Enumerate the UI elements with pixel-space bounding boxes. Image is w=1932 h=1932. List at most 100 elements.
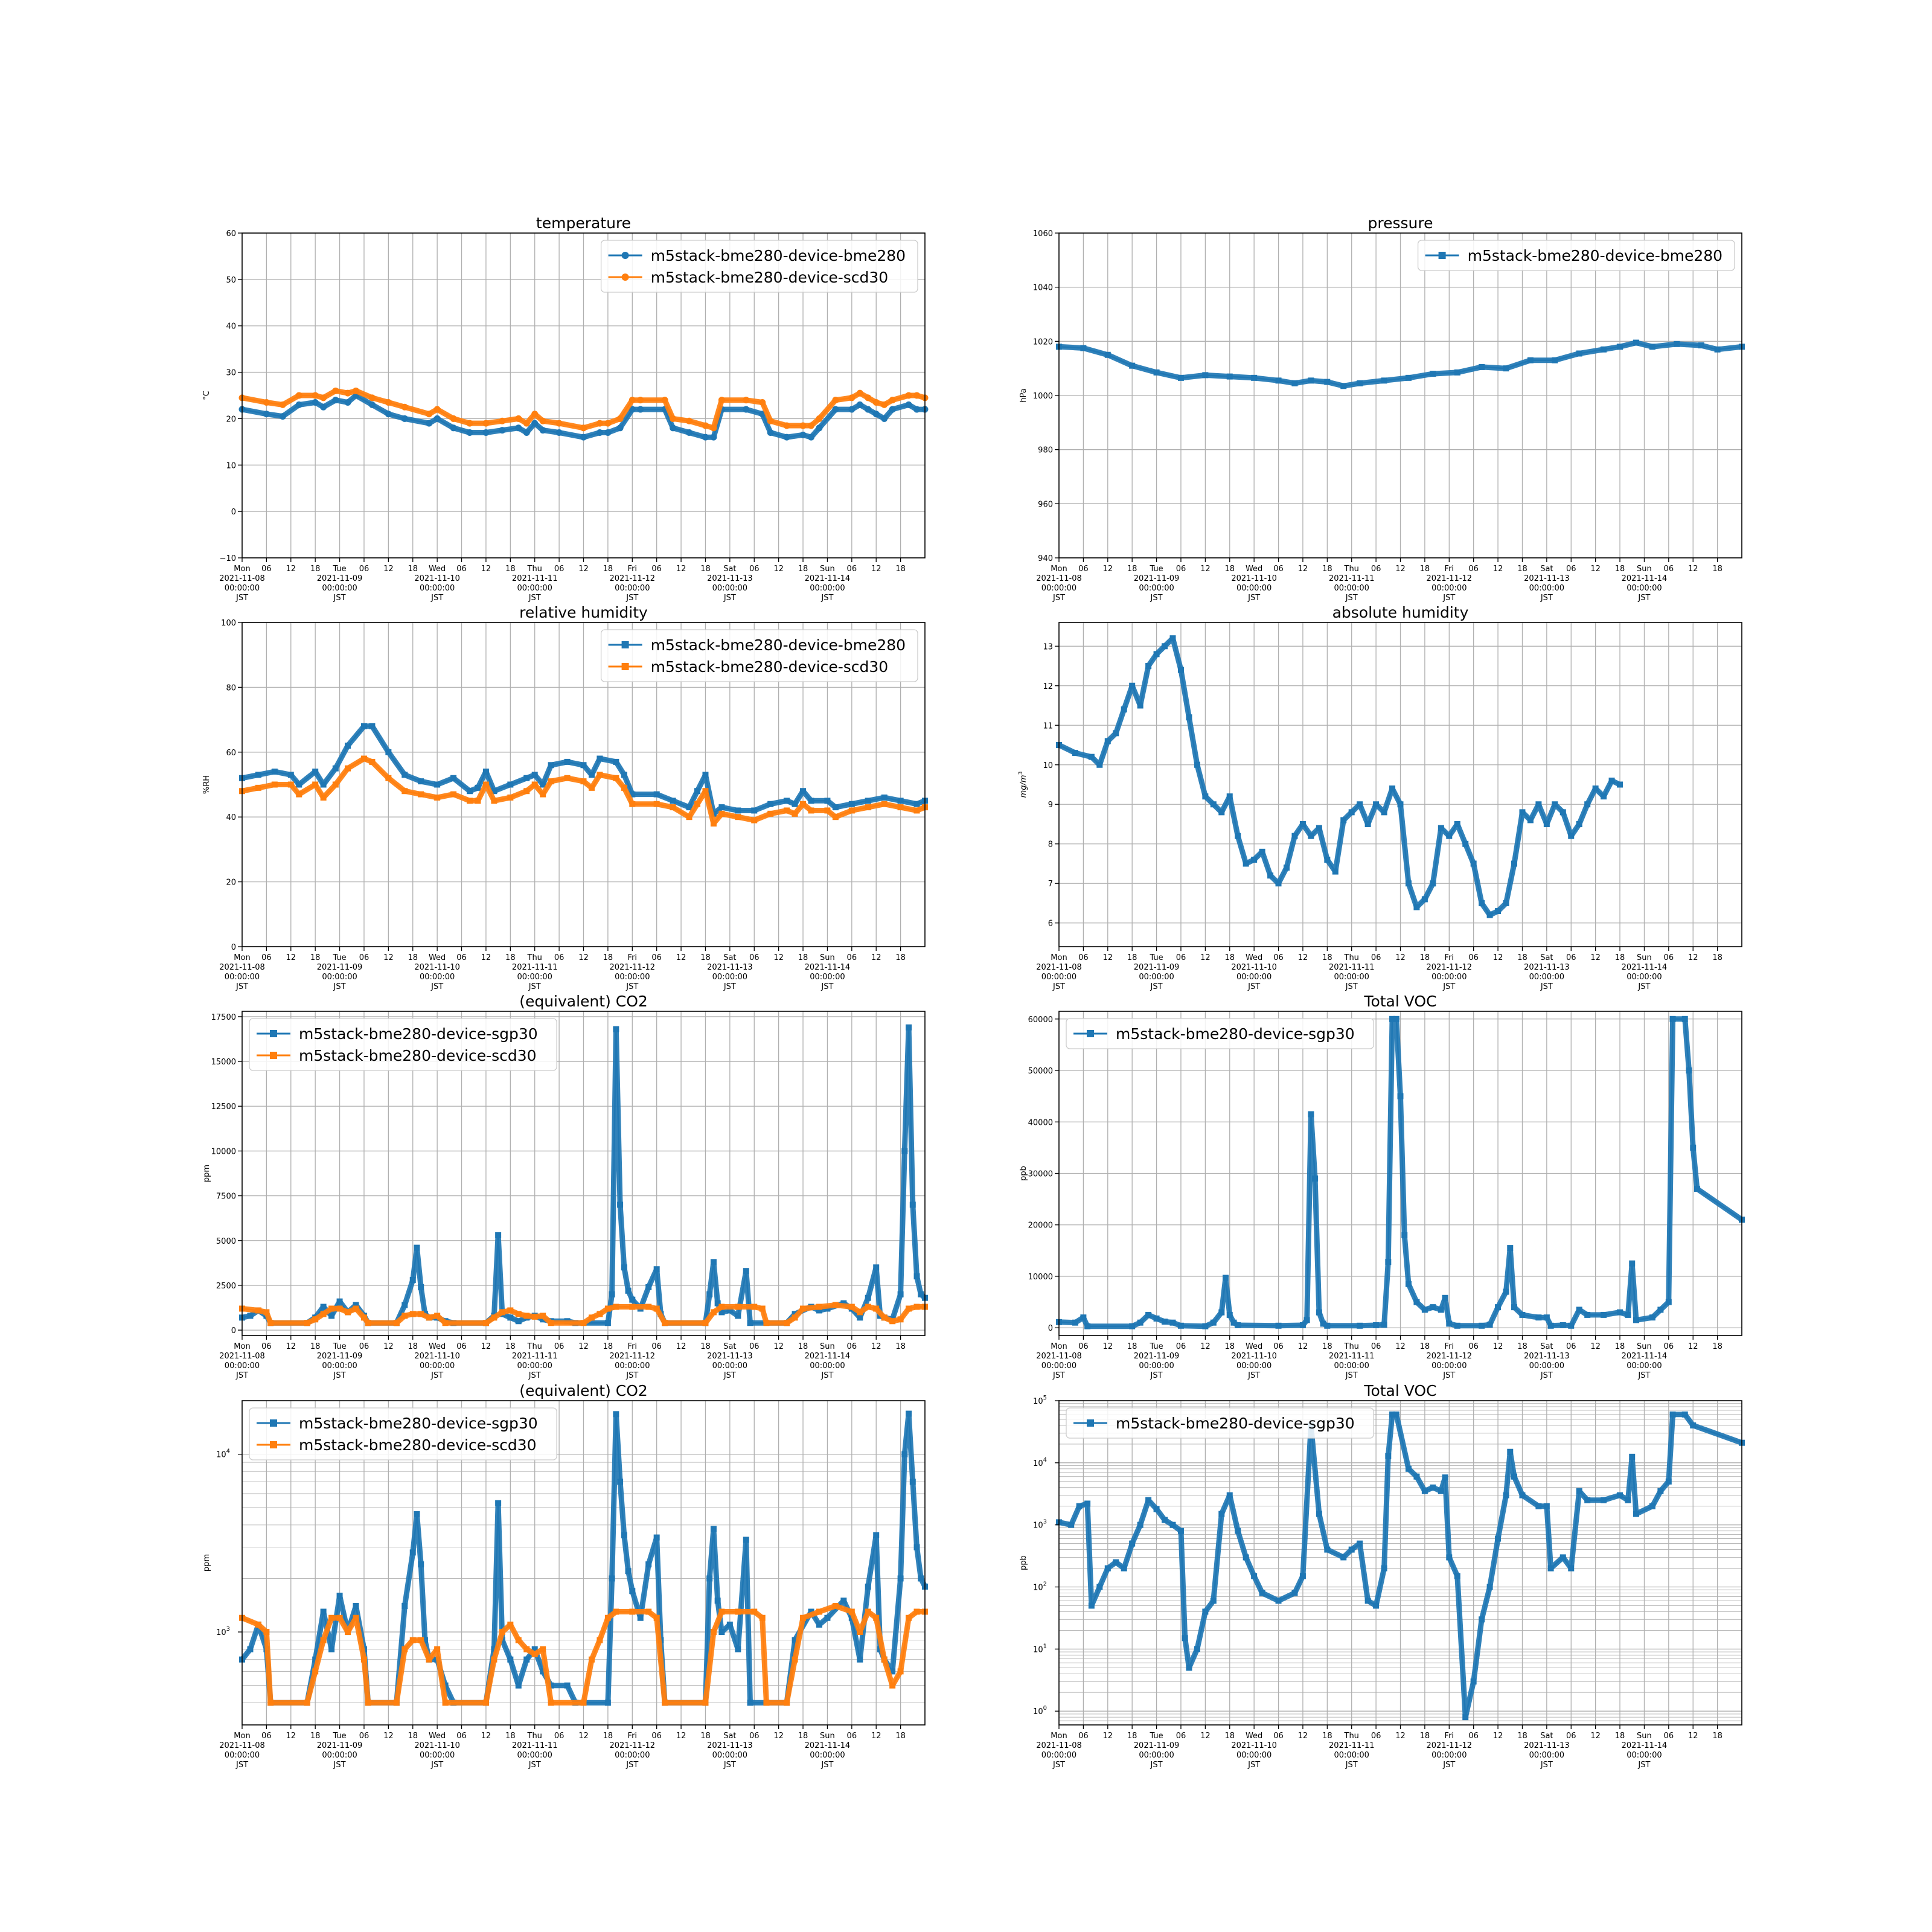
x-minor-tick-label: 06 <box>847 565 857 574</box>
data-point <box>897 1668 904 1675</box>
data-point <box>491 1656 497 1663</box>
data-point <box>621 784 627 791</box>
data-point <box>540 1646 546 1652</box>
data-point <box>1129 682 1136 689</box>
x-minor-tick-label: 18 <box>505 1342 516 1351</box>
data-point <box>710 424 717 432</box>
data-point <box>580 424 587 432</box>
data-point <box>1503 900 1509 906</box>
data-point <box>1145 1497 1152 1503</box>
data-point <box>515 415 522 422</box>
y-axis-label: hPa <box>1019 388 1028 402</box>
data-point <box>360 755 367 762</box>
x-tick-timezone: JST <box>1637 1371 1650 1380</box>
data-point <box>1121 1565 1127 1572</box>
x-tick-date: 2021-11-13 <box>1524 1352 1570 1361</box>
x-minor-tick-label: 12 <box>1493 953 1503 962</box>
data-point <box>1552 357 1558 363</box>
data-point <box>824 807 831 814</box>
x-tick-date: 2021-11-12 <box>1427 574 1473 583</box>
x-minor-tick-label: 18 <box>1712 1342 1722 1351</box>
x-minor-tick-label: 06 <box>1566 953 1576 962</box>
x-minor-tick-label: 18 <box>1127 953 1137 962</box>
x-minor-tick-label: 12 <box>481 953 491 962</box>
x-minor-tick-label: 18 <box>603 565 613 574</box>
x-tick-day: Tue <box>1149 953 1163 962</box>
y-tick-label: 0 <box>231 508 236 517</box>
x-tick-date: 2021-11-14 <box>805 574 851 583</box>
data-point <box>1218 1511 1225 1517</box>
data-point <box>792 1656 798 1663</box>
data-point <box>1129 1323 1136 1329</box>
data-point <box>1547 1322 1554 1329</box>
legend-marker-1 <box>621 273 629 281</box>
legend-label-0: m5stack-bme280-device-sgp30 <box>1116 1025 1355 1043</box>
x-tick-time: 00:00:00 <box>225 973 260 982</box>
data-point <box>401 1646 408 1652</box>
x-minor-tick-label: 12 <box>481 1342 491 1351</box>
legend-marker-0 <box>621 641 629 648</box>
x-tick-date: 2021-11-09 <box>317 1741 363 1750</box>
legend-label-0: m5stack-bme280-device-sgp30 <box>299 1415 538 1432</box>
data-point <box>1674 341 1680 347</box>
data-point <box>360 1314 367 1321</box>
x-minor-tick-label: 12 <box>286 1732 296 1741</box>
x-tick-day: Mon <box>1051 1342 1067 1351</box>
data-point <box>735 814 741 820</box>
data-point <box>710 1309 717 1316</box>
x-tick-time: 00:00:00 <box>810 584 845 593</box>
x-minor-tick-label: 06 <box>359 953 369 962</box>
y-tick-label: 10000 <box>211 1147 236 1156</box>
x-minor-tick-label: 12 <box>773 1732 784 1741</box>
y-tick-label: 13 <box>1043 642 1053 651</box>
x-tick-day: Mon <box>234 565 250 574</box>
x-tick-day: Sun <box>1637 953 1652 962</box>
x-minor-tick-label: 06 <box>651 1342 662 1351</box>
data-point <box>312 392 319 399</box>
data-point <box>857 1309 863 1316</box>
data-point <box>580 1700 587 1706</box>
data-point <box>1210 801 1217 808</box>
data-point <box>1393 1411 1399 1418</box>
data-point <box>743 397 750 404</box>
data-point <box>393 1320 400 1326</box>
x-minor-tick-label: 06 <box>554 1342 565 1351</box>
data-point <box>1169 1319 1176 1326</box>
x-minor-tick-label: 12 <box>481 565 491 574</box>
data-point <box>1438 1307 1444 1313</box>
y-tick-label: 40000 <box>1028 1118 1053 1127</box>
y-tick-label: 50 <box>226 276 236 285</box>
data-point <box>1438 1488 1444 1494</box>
data-point <box>515 1311 522 1317</box>
x-minor-tick-label: 12 <box>1103 1732 1113 1741</box>
data-point <box>645 1608 652 1615</box>
data-point <box>653 1614 660 1621</box>
data-point <box>499 1309 505 1316</box>
data-point <box>418 791 424 798</box>
data-point <box>1617 781 1623 788</box>
x-tick-date: 2021-11-08 <box>1036 963 1082 972</box>
data-point <box>409 1311 416 1317</box>
x-minor-tick-label: 06 <box>456 1732 467 1741</box>
data-point <box>1625 1311 1631 1318</box>
data-point <box>747 1320 753 1326</box>
x-tick-timezone: JST <box>723 1371 736 1380</box>
data-point <box>320 394 327 401</box>
data-point <box>336 1298 343 1305</box>
data-point <box>475 784 481 791</box>
data-point <box>401 772 408 778</box>
data-point <box>784 798 790 804</box>
data-point <box>906 1305 912 1312</box>
x-minor-tick-label: 18 <box>1420 1732 1430 1741</box>
data-point <box>881 1656 888 1663</box>
x-minor-tick-label: 12 <box>1590 1342 1601 1351</box>
data-point <box>1373 1602 1380 1609</box>
x-tick-date: 2021-11-13 <box>707 1352 753 1361</box>
data-point <box>670 415 677 422</box>
data-point <box>832 397 839 404</box>
x-tick-timezone: JST <box>333 982 346 991</box>
data-point <box>414 1244 420 1251</box>
data-point <box>604 420 612 427</box>
data-point <box>271 781 278 788</box>
data-point <box>1182 1635 1188 1642</box>
